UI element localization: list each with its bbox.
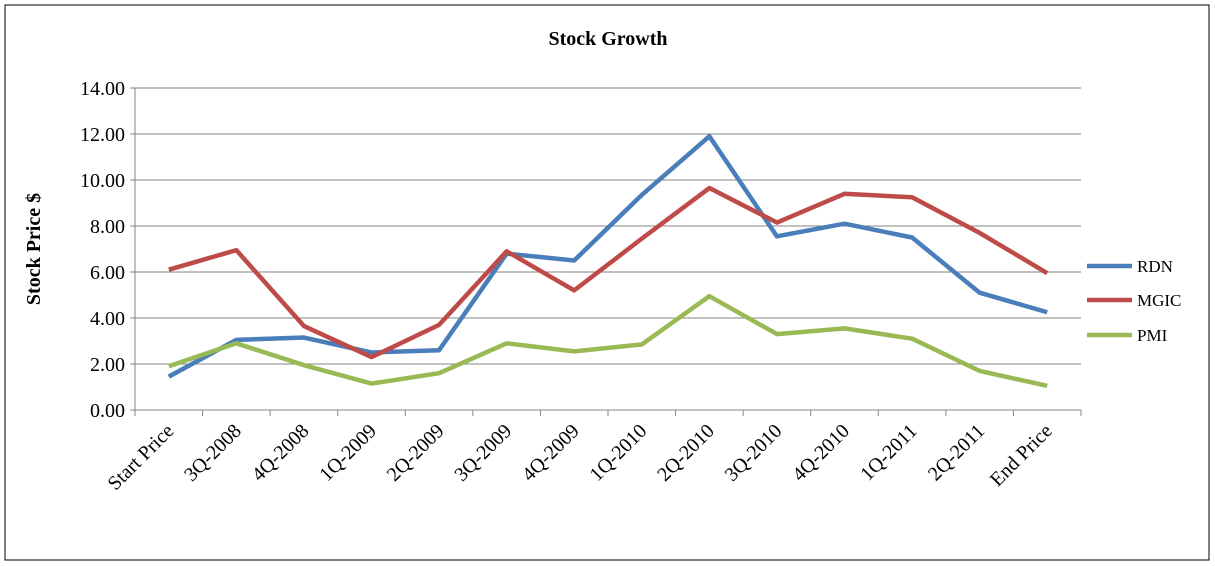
legend-label: RDN <box>1137 257 1173 276</box>
legend-label: PMI <box>1137 326 1168 345</box>
series-line <box>167 134 1048 379</box>
chart-frame <box>4 4 1210 561</box>
y-tick-label: 8.00 <box>90 216 125 238</box>
y-tick-label: 2.00 <box>90 354 125 376</box>
y-tick-label: 6.00 <box>90 262 125 284</box>
chart-title: Stock Growth <box>548 28 667 50</box>
y-tick-label: 4.00 <box>90 308 125 330</box>
y-tick-label: 10.00 <box>80 170 125 192</box>
series-line <box>168 293 1048 389</box>
y-tick-label: 12.00 <box>80 124 125 146</box>
y-tick-label: 0.00 <box>90 400 125 422</box>
series-line <box>168 185 1049 360</box>
y-axis-label: Stock Price $ <box>23 193 45 305</box>
y-tick-label: 14.00 <box>80 78 125 100</box>
legend-label: MGIC <box>1137 291 1181 310</box>
